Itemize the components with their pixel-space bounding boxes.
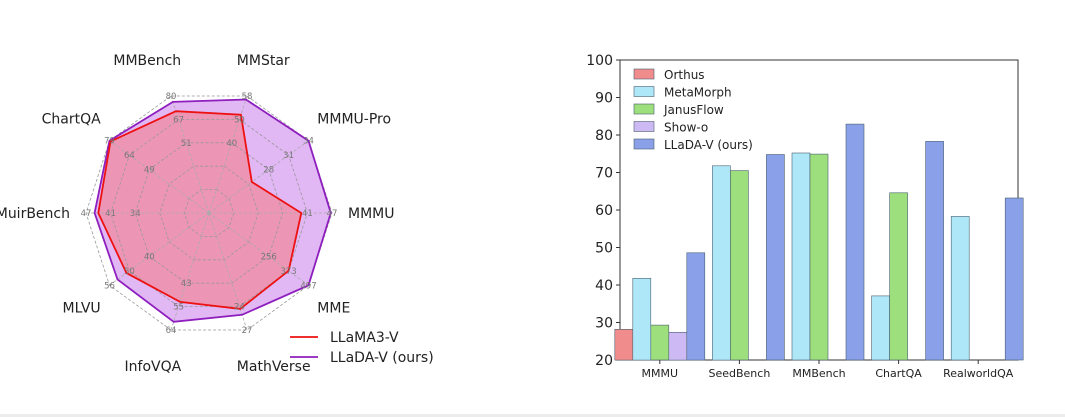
radar-axis-label: MME: [317, 301, 350, 317]
y-tick-label: 100: [586, 53, 613, 69]
legend-label: LLaDA-V (ours): [330, 350, 434, 366]
series-area-0: [98, 111, 302, 309]
radar-axis-label: InfoVQA: [125, 359, 182, 375]
spoke-line: [208, 212, 309, 286]
radar-tick-label: 51: [181, 139, 192, 149]
radar-tick-label: 56: [104, 281, 115, 291]
y-tick-label: 40: [595, 278, 613, 294]
y-tick-label: 20: [595, 353, 613, 369]
legend-label: Orthus: [664, 68, 705, 82]
radar-tick-label: 27: [242, 326, 253, 336]
x-tick-label: SeedBench: [708, 367, 770, 380]
y-tick-label: 60: [595, 203, 613, 219]
radar-tick-label: 64: [166, 326, 177, 336]
radar-axis-label: MuirBench: [0, 206, 70, 222]
bar-llada-v-ours: [766, 154, 785, 361]
radar-tick-label: 58: [242, 92, 253, 102]
bar-janusflow: [650, 324, 670, 361]
radar-axis-label: MMMU-Pro: [317, 111, 391, 127]
legend-label: JanusFlow: [663, 103, 724, 117]
series-outline-1: [93, 98, 332, 323]
grid-ring-1: [159, 165, 259, 261]
bar-llada-v-ours: [925, 141, 944, 361]
radar-axis-label: ChartQA: [42, 111, 101, 127]
y-tick-label: 70: [595, 166, 613, 182]
bar-metamorph: [871, 295, 890, 361]
x-tick-label: MMBench: [792, 367, 845, 380]
bar-janusflow: [809, 153, 829, 361]
radar-tick-label: 47: [81, 209, 92, 219]
radar-tick-label: 41: [105, 209, 116, 219]
radar-tick-label: 55: [173, 303, 184, 313]
radar-tick-label: 256: [261, 252, 277, 262]
y-tick-label: 30: [595, 316, 613, 332]
y-tick-label: 80: [595, 128, 613, 144]
legend-swatch: [633, 121, 655, 132]
radar-axis-label: MathVerse: [237, 359, 311, 375]
legend-label: Show-o: [664, 121, 708, 135]
radar-tick-label: 40: [144, 252, 155, 262]
bar-metamorph: [950, 216, 970, 361]
bar-llada-v-ours: [686, 252, 706, 361]
radar-tick-label: 28: [263, 166, 274, 176]
series-outline-0: [97, 110, 303, 310]
radar-tick-label: 80: [166, 92, 177, 102]
y-tick-label: 90: [595, 91, 613, 107]
radar-tick-label: 373: [280, 267, 296, 277]
radar-tick-label: 497: [300, 281, 316, 291]
bar-llada-v-ours: [845, 123, 865, 361]
spoke-line: [208, 212, 248, 331]
radar-axis-label: MMBench: [113, 53, 181, 69]
radar-tick-label: 64: [124, 151, 135, 161]
bar-janusflow: [889, 192, 908, 361]
legend-label: LLaDA-V (ours): [664, 138, 753, 152]
legend-swatch: [633, 138, 655, 150]
bar-orthus: [614, 328, 634, 361]
bar-show-o: [668, 331, 688, 361]
radar-tick-label: 24: [234, 303, 245, 313]
spoke-line: [170, 95, 210, 214]
bar-chart: 20 30 40 50 60 70 80 90 100 MMMU SeedBench MMBench C…: [586, 53, 1024, 380]
radar-axis-label: MLVU: [63, 301, 101, 317]
x-tick-label: RealworldQA: [943, 367, 1014, 380]
bar-metamorph: [791, 152, 811, 361]
legend-swatch: [633, 68, 655, 80]
radar-tick-label: 50: [234, 115, 245, 125]
spoke-line: [109, 140, 210, 214]
radar-tick-label: 41: [302, 209, 313, 219]
radar-tick-label: 67: [173, 115, 184, 125]
radar-tick-label: 49: [144, 166, 155, 176]
radar-tick-label: 47: [327, 209, 338, 219]
radar-tick-label: 43: [181, 279, 192, 289]
bar-janusflow: [730, 170, 749, 361]
x-tick-label: MMMU: [642, 367, 679, 380]
legend-label: LLaMA3-V: [330, 330, 399, 346]
grid-ring-3: [110, 119, 308, 308]
radar-tick-label: 40: [226, 139, 237, 149]
bar-llada-v-ours: [1004, 197, 1024, 361]
radar-tick-label: 31: [283, 151, 294, 161]
legend-swatch: [633, 86, 655, 97]
bottom-divider: [0, 414, 1065, 417]
legend-swatch: [633, 103, 655, 115]
radar-axis-label: MMMU: [348, 206, 394, 222]
x-tick-label: ChartQA: [875, 367, 922, 380]
grid-ring-0: [183, 189, 235, 237]
legend-label: MetaMorph: [664, 86, 732, 100]
spoke-line: [208, 140, 309, 214]
spoke-line: [170, 212, 210, 331]
radar-tick-label: 34: [303, 137, 314, 147]
radar-axis-label: MMStar: [237, 53, 290, 69]
radar-tick-label: 79: [104, 137, 115, 147]
bar-metamorph: [712, 165, 731, 361]
y-tick-label: 50: [595, 241, 613, 257]
radar-tick-label: 34: [130, 209, 141, 219]
radar-tick-label: 50: [124, 267, 135, 277]
bar-metamorph: [632, 277, 652, 361]
